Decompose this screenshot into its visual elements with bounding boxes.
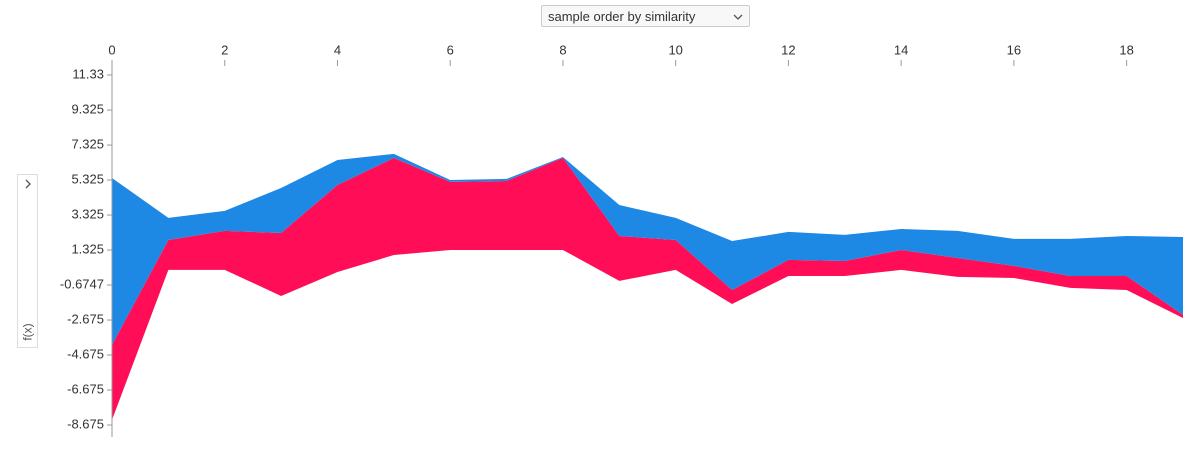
y-tick-label: -4.675 xyxy=(67,346,104,361)
y-tick-label: -0.6747 xyxy=(60,276,104,291)
side-chevron xyxy=(25,179,31,189)
y-axis-label: f(x) xyxy=(20,323,35,341)
x-tick-label: 12 xyxy=(781,42,795,57)
select-chevron xyxy=(733,14,743,20)
area-band xyxy=(112,153,1183,345)
y-axis-selector[interactable]: f(x) xyxy=(17,174,38,348)
x-tick-label: 16 xyxy=(1007,42,1021,57)
x-tick-label: 0 xyxy=(108,42,115,57)
y-tick-label: 1.325 xyxy=(71,241,104,256)
y-tick-label: 5.325 xyxy=(71,171,104,186)
x-tick-label: 10 xyxy=(668,42,682,57)
x-tick-label: 8 xyxy=(559,42,566,57)
x-tick-label: 14 xyxy=(894,42,908,57)
y-tick-label: -8.675 xyxy=(67,416,104,431)
x-tick-label: 4 xyxy=(334,42,341,57)
y-tick-label: -2.675 xyxy=(67,311,104,326)
x-tick-label: 6 xyxy=(447,42,454,57)
x-tick-label: 18 xyxy=(1119,42,1133,57)
sort-select-label: sample order by similarity xyxy=(548,9,696,24)
sort-select[interactable]: sample order by similarity xyxy=(541,5,750,27)
y-tick-label: 7.325 xyxy=(71,136,104,151)
y-tick-label: 9.325 xyxy=(71,101,104,116)
y-tick-label: -6.675 xyxy=(67,381,104,396)
area-band xyxy=(112,157,1183,420)
x-tick-label: 2 xyxy=(221,42,228,57)
y-tick-label: 11.33 xyxy=(72,66,104,81)
y-tick-label: 3.325 xyxy=(71,206,104,221)
